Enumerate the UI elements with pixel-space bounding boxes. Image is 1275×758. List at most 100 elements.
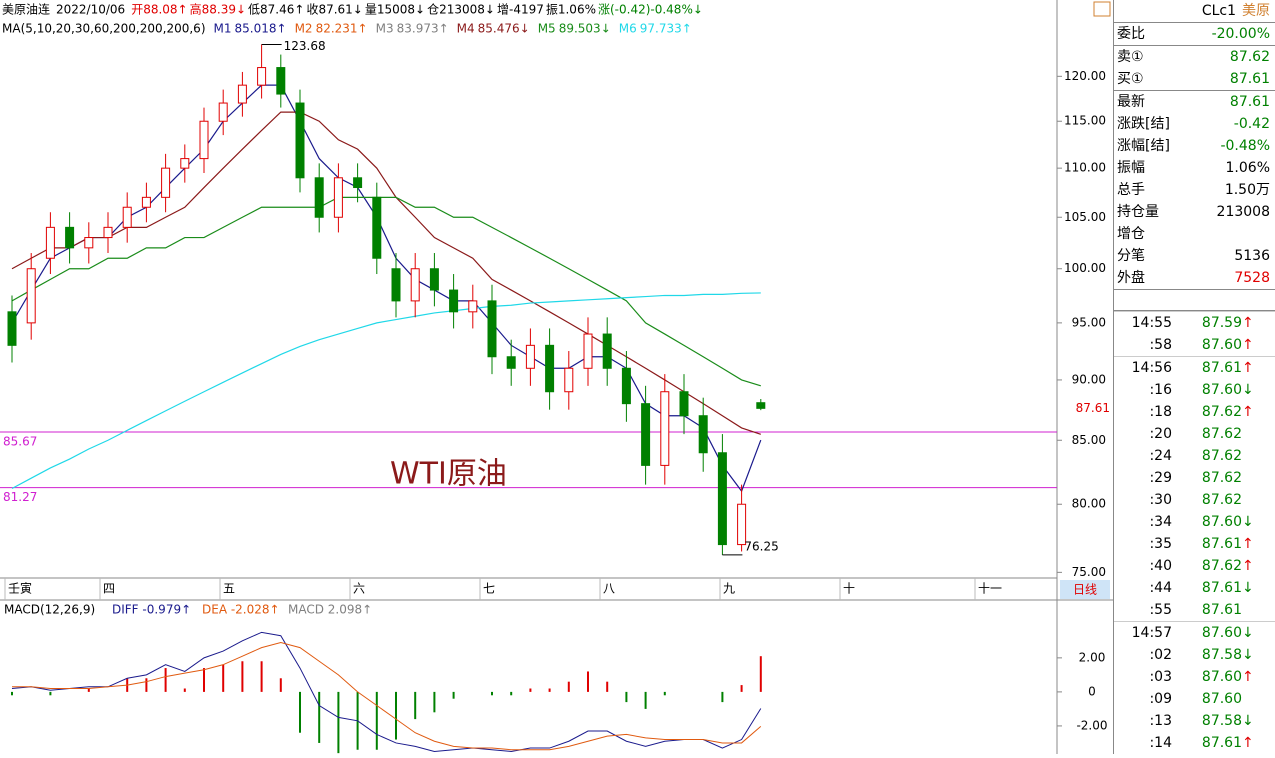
- quote-label: 最新: [1117, 94, 1145, 110]
- y-tick-label: 0: [1088, 684, 1096, 698]
- annotation: WTI原油: [390, 457, 507, 492]
- tick-price: 87.60: [1201, 337, 1242, 353]
- ma-legend-name: M1: [214, 22, 232, 36]
- candle-body: [391, 268, 401, 302]
- quote-label: 分笔: [1117, 248, 1145, 264]
- candle-body: [372, 196, 382, 259]
- header-item: 量15008↓: [365, 3, 425, 17]
- tick-time: :03: [1149, 669, 1172, 685]
- quote-value: -20.00%: [1211, 26, 1270, 42]
- quote-value: 5136: [1234, 248, 1270, 264]
- tick-row: :34 87.60 ↓: [1114, 511, 1275, 533]
- candle-body: [141, 196, 151, 208]
- ma-legend-name: M5: [538, 22, 556, 36]
- quote-label: 增仓: [1117, 226, 1145, 242]
- ma-line: [11, 111, 761, 435]
- quote-row: 涨幅[结] -0.48%: [1114, 135, 1275, 157]
- tick-price: 87.58: [1201, 713, 1242, 729]
- quote-label: 总手: [1117, 182, 1145, 198]
- tick-arrow: ↑: [1242, 315, 1254, 331]
- x-tick-label: 五: [223, 582, 235, 596]
- y-tick-label: 105.00: [1064, 210, 1106, 224]
- tick-row: :40 87.62 ↑: [1114, 555, 1275, 577]
- tick-price: 87.60: [1201, 382, 1242, 398]
- candle-body: [218, 102, 228, 122]
- last-price-label: 87.61: [1076, 401, 1110, 415]
- ma-legend-value: 97.733↑: [640, 22, 692, 36]
- quote-row: 卖① 87.62: [1114, 46, 1275, 68]
- tick-price: 87.61: [1201, 360, 1242, 376]
- tick-price: 87.61: [1201, 580, 1242, 596]
- quote-row: 持仓量 213008: [1114, 201, 1275, 223]
- quote-row: 外盘 7528: [1114, 267, 1275, 290]
- header-item: 振1.06%: [546, 3, 596, 17]
- header-item: 高88.39↓: [190, 2, 246, 17]
- tick-row: :14 87.61 ↑: [1114, 732, 1275, 754]
- tick-price: 87.61: [1201, 735, 1242, 751]
- low-label: 76.25: [744, 539, 778, 553]
- tick-time: :34: [1149, 514, 1172, 530]
- header-item: 涨(-0.42)-0.48%↓: [598, 2, 703, 17]
- tick-time: :58: [1149, 337, 1172, 353]
- candle-body: [545, 344, 555, 393]
- header-item: 2022/10/06: [56, 3, 125, 17]
- macd-value-label: MACD 2.098↑: [288, 603, 372, 617]
- ma-line: [11, 196, 761, 387]
- tick-row: :58 87.60 ↑: [1114, 334, 1275, 356]
- x-tick-label: 七: [483, 582, 495, 596]
- macd-plot: [11, 631, 762, 754]
- x-tick-label: 八: [603, 582, 615, 596]
- candle-body: [122, 206, 132, 228]
- y-tick-label: 95.00: [1072, 315, 1106, 329]
- tick-arrow: ↑: [1242, 735, 1254, 751]
- tick-row: :20 87.62: [1114, 423, 1275, 445]
- quote-label: 委比: [1117, 26, 1145, 42]
- candle-body: [257, 67, 267, 86]
- ma-label: MA(5,10,20,30,60,200,200,200,6): [2, 22, 206, 36]
- tick-time: :13: [1149, 713, 1172, 729]
- ma-legend-name: M2: [295, 22, 313, 36]
- candle-body: [199, 120, 209, 160]
- candle-body: [698, 415, 708, 454]
- tick-arrow: ↓: [1242, 647, 1254, 663]
- quote-label: 外盘: [1117, 270, 1145, 286]
- spacer: [1114, 290, 1275, 310]
- quote-label: 涨跌[结]: [1117, 116, 1170, 132]
- level-label: 81.27: [3, 490, 37, 504]
- period-button[interactable]: [1060, 580, 1110, 599]
- tick-list: 14:55 87.59 ↑:58 87.60 ↑ 14:56 87.61 ↑:16 87.60 ↓…: [1114, 310, 1275, 754]
- tick-time: :55: [1149, 602, 1172, 618]
- y-tick-label: 85.00: [1072, 433, 1106, 447]
- level-label: 85.67: [3, 434, 37, 448]
- tick-price: 87.61: [1201, 536, 1242, 552]
- tick-row: :30 87.62: [1114, 489, 1275, 511]
- tick-time: :40: [1149, 558, 1172, 574]
- tick-time: 14:55: [1131, 315, 1172, 331]
- ma-line: [11, 292, 761, 490]
- candle-body: [641, 403, 651, 466]
- header-item: 开88.08↑: [131, 3, 187, 17]
- x-tick-label: 九: [723, 582, 735, 596]
- dea-label: DEA -2.028↑: [202, 603, 280, 617]
- ma-legend-value: 85.018↑: [235, 22, 287, 36]
- tick-arrow: ↑: [1242, 360, 1254, 376]
- candle-body: [756, 402, 766, 409]
- quote-value: 1.06%: [1225, 160, 1270, 176]
- tick-row: :16 87.60 ↓: [1114, 379, 1275, 401]
- tick-time: :35: [1149, 536, 1172, 552]
- tick-price: 87.62: [1201, 426, 1242, 442]
- menu-icon[interactable]: [1093, 1, 1111, 17]
- tick-price: 87.62: [1201, 558, 1242, 574]
- tick-price: 87.60: [1201, 625, 1242, 641]
- tick-price: 87.62: [1201, 404, 1242, 420]
- dea-line: [12, 642, 762, 751]
- quote-rows: 委比 -20.00% 卖① 87.62 买① 87.61 最新 87.61 涨跌[结] -0.42…: [1114, 23, 1275, 310]
- candle-body: [161, 167, 171, 198]
- tick-arrow: ↓: [1242, 514, 1254, 530]
- tick-row: 14:55 87.59 ↑: [1114, 311, 1275, 334]
- tick-row: :02 87.58 ↓: [1114, 644, 1275, 666]
- header-item: 美原油连: [2, 2, 50, 17]
- candle-body: [679, 391, 689, 417]
- period-button-label[interactable]: 日线: [1073, 583, 1097, 597]
- tick-time: :44: [1149, 580, 1172, 596]
